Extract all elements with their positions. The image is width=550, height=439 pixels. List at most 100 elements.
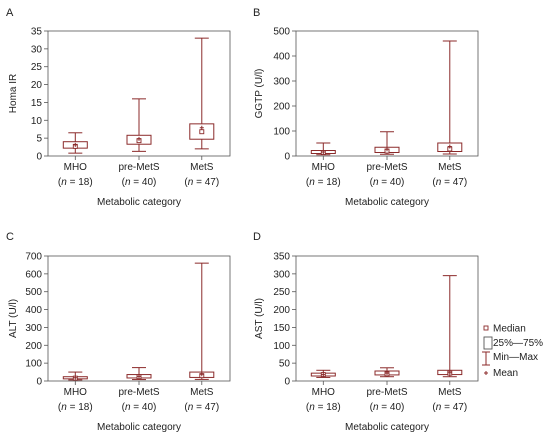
group-size-label: (n = 47) <box>184 177 219 188</box>
legend-mean-label: Mean <box>493 368 518 379</box>
box-pre-mets: pre-MetS (n = 40) <box>366 131 408 188</box>
panel-letter: D <box>253 231 261 243</box>
chart-panel-a: A 0 5 10 15 20 25 30 35 Homa IR Metabolic category… <box>6 7 231 208</box>
y-tick-label: 0 <box>284 377 290 388</box>
x-axis-label: Metabolic category <box>97 197 181 208</box>
box-pre-mets: pre-MetS (n = 40) <box>118 98 160 188</box>
y-tick-label: 5 <box>36 134 42 145</box>
legend-median-swatch <box>483 325 489 331</box>
group-size-label: (n = 40) <box>370 177 405 188</box>
y-tick-label: 15 <box>31 98 43 109</box>
plot-frame <box>295 255 479 382</box>
median-marker <box>199 129 205 135</box>
box-mets: MetS (n = 47) <box>184 37 219 188</box>
group-size-label: (n = 47) <box>432 177 467 188</box>
legend-whisker-label: Min—Max <box>493 352 538 363</box>
legend-median-label: Median <box>493 324 526 335</box>
x-tick-label: MetS <box>438 387 462 398</box>
box-mho: MHO (n = 18) <box>306 142 341 188</box>
box-mho: MHO (n = 18) <box>58 132 93 188</box>
legend-box-swatch <box>483 336 493 350</box>
y-tick-label: 400 <box>25 305 42 316</box>
mean-marker <box>73 375 78 380</box>
y-tick-label: 20 <box>31 80 43 91</box>
group-size-label: (n = 18) <box>306 402 341 413</box>
x-tick-label: pre-MetS <box>366 162 407 173</box>
x-tick-label: MHO <box>312 387 336 398</box>
group-size-label: (n = 40) <box>122 177 157 188</box>
box-mets: MetS (n = 47) <box>432 40 467 188</box>
box-mets: MetS (n = 47) <box>432 275 467 413</box>
x-axis-label: Metabolic category <box>345 422 429 433</box>
y-tick-label: 100 <box>25 359 42 370</box>
y-tick-label: 350 <box>273 252 290 263</box>
x-tick-label: MetS <box>438 162 462 173</box>
y-tick-label: 50 <box>279 359 291 370</box>
y-axis-label: GGTP (U/l) <box>254 69 265 119</box>
panel-letter: C <box>6 231 14 243</box>
x-tick-label: pre-MetS <box>366 387 407 398</box>
y-tick-label: 200 <box>25 341 42 352</box>
group-size-label: (n = 47) <box>184 402 219 413</box>
y-tick-label: 300 <box>273 77 290 88</box>
x-axis-label: Metabolic category <box>345 197 429 208</box>
legend-whisker-swatch <box>482 351 490 366</box>
y-tick-label: 0 <box>36 152 42 163</box>
y-tick-label: 500 <box>273 27 290 38</box>
y-axis-label: AST (U/l) <box>254 298 265 339</box>
y-tick-label: 0 <box>36 377 42 388</box>
box-pre-mets: pre-MetS (n = 40) <box>118 367 160 413</box>
mean-marker <box>385 147 389 152</box>
y-tick-label: 150 <box>273 323 290 334</box>
box-mets: MetS (n = 47) <box>184 262 219 413</box>
x-tick-label: pre-MetS <box>118 162 159 173</box>
group-size-label: (n = 18) <box>306 177 341 188</box>
x-tick-label: MHO <box>64 162 88 173</box>
x-tick-label: MetS <box>190 387 214 398</box>
mean-marker <box>447 370 452 375</box>
x-tick-label: pre-MetS <box>118 387 159 398</box>
chart-panel-d: D 0 50 100 150 200 250 300 350 AST (U/l) Metabolic… <box>253 231 479 433</box>
box-mho: MHO (n = 18) <box>306 369 341 413</box>
mean-marker <box>73 142 78 147</box>
y-tick-label: 300 <box>25 323 42 334</box>
y-tick-label: 10 <box>31 116 43 127</box>
y-tick-label: 300 <box>273 269 290 280</box>
group-size-label: (n = 40) <box>122 402 157 413</box>
y-axis-label: Homa IR <box>8 74 19 113</box>
y-tick-label: 500 <box>25 287 42 298</box>
mean-marker <box>199 125 204 130</box>
group-size-label: (n = 18) <box>58 402 93 413</box>
mean-marker <box>137 374 141 379</box>
y-tick-label: 600 <box>25 269 42 280</box>
y-tick-label: 35 <box>31 27 43 38</box>
y-tick-label: 200 <box>273 102 290 113</box>
box-pre-mets: pre-MetS (n = 40) <box>366 367 408 413</box>
y-tick-label: 400 <box>273 52 290 63</box>
chart-panel-c: C 0 100 200 300 400 500 600 700 ALT (U/l) Metaboli… <box>6 231 231 433</box>
y-tick-label: 200 <box>273 305 290 316</box>
group-size-label: (n = 18) <box>58 177 93 188</box>
box-mho: MHO (n = 18) <box>58 371 93 413</box>
y-tick-label: 100 <box>273 341 290 352</box>
y-axis-label: ALT (U/l) <box>8 299 19 338</box>
chart-panel-b: B 0 100 200 300 400 500 GGTP (U/l) Metabolic cat… <box>253 7 479 208</box>
legend-mean-swatch <box>484 371 488 375</box>
y-tick-label: 700 <box>25 252 42 263</box>
legend-box-label: 25%—75% <box>493 338 543 349</box>
plot-frame <box>47 255 231 382</box>
x-tick-label: MHO <box>312 162 336 173</box>
mean-marker <box>385 371 389 376</box>
mean-marker <box>199 372 204 377</box>
y-tick-label: 25 <box>31 62 43 73</box>
y-tick-label: 250 <box>273 287 290 298</box>
x-axis-label: Metabolic category <box>97 422 181 433</box>
mean-marker <box>447 144 452 149</box>
x-tick-label: MHO <box>64 387 88 398</box>
group-size-label: (n = 40) <box>370 402 405 413</box>
y-tick-label: 30 <box>31 44 43 55</box>
legend: Median 25%—75% Min—Max Mean <box>482 324 543 379</box>
y-tick-label: 0 <box>284 152 290 163</box>
mean-marker <box>321 150 326 154</box>
